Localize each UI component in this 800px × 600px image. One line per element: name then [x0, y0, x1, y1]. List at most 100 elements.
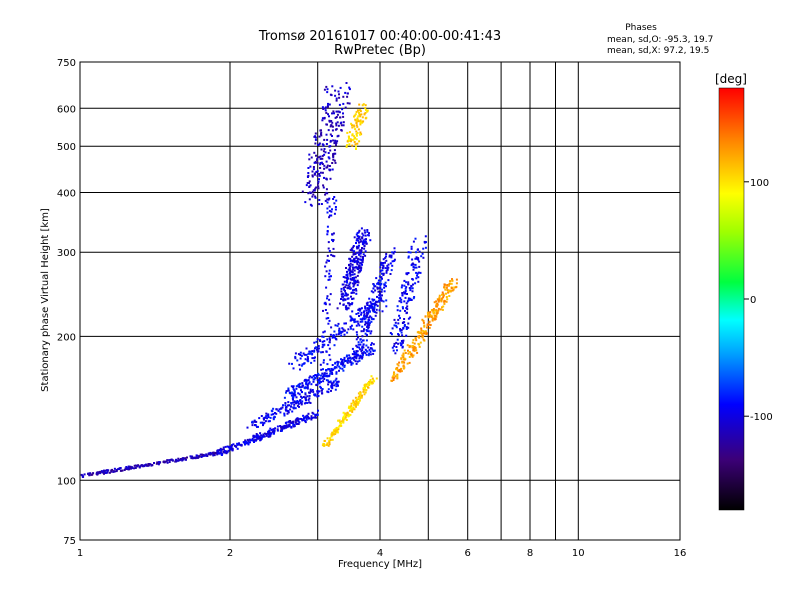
data-point — [365, 339, 368, 342]
data-point — [370, 375, 373, 378]
data-point — [400, 357, 403, 360]
data-point — [285, 421, 288, 424]
data-point — [337, 124, 340, 127]
data-point — [332, 239, 335, 241]
data-point — [297, 353, 300, 356]
data-point — [312, 166, 315, 168]
data-point — [331, 431, 334, 434]
data-point — [299, 386, 302, 389]
data-point — [371, 377, 374, 380]
data-point — [332, 110, 335, 113]
data-point — [330, 94, 333, 97]
data-point — [437, 299, 440, 302]
data-point — [326, 259, 329, 262]
data-point — [442, 305, 445, 308]
data-point — [343, 364, 346, 367]
data-point — [329, 168, 332, 171]
data-point — [327, 317, 330, 319]
data-point — [342, 361, 345, 364]
data-point — [376, 304, 379, 307]
data-point — [353, 288, 356, 291]
data-point — [284, 402, 287, 404]
data-point — [426, 326, 428, 329]
chart-subtitle: RwPretec (Bp) — [334, 43, 426, 58]
data-point — [341, 358, 344, 361]
data-point — [330, 275, 332, 278]
data-point — [338, 330, 341, 333]
data-point — [320, 161, 323, 164]
data-point — [389, 262, 392, 265]
data-point — [360, 259, 363, 262]
data-point — [304, 358, 307, 361]
data-point — [255, 439, 258, 441]
data-point — [247, 442, 250, 445]
data-point — [246, 426, 249, 429]
data-point — [296, 359, 299, 362]
data-point — [267, 430, 270, 433]
data-point — [358, 103, 361, 106]
data-point — [361, 325, 364, 328]
data-point — [364, 231, 367, 234]
data-point — [112, 470, 115, 473]
data-point — [321, 171, 324, 174]
data-point — [297, 401, 300, 404]
data-point — [372, 287, 375, 290]
data-point — [295, 396, 298, 399]
data-point — [347, 302, 350, 305]
data-point — [333, 212, 336, 215]
data-point — [346, 140, 349, 143]
data-point — [326, 390, 329, 393]
data-point — [338, 93, 340, 96]
data-point — [451, 278, 453, 281]
data-point — [358, 357, 361, 360]
data-point — [355, 400, 358, 403]
data-point — [333, 196, 336, 198]
data-point — [285, 406, 288, 408]
data-point — [332, 368, 335, 371]
data-point — [294, 352, 297, 355]
data-point — [394, 321, 397, 324]
data-point — [422, 330, 425, 333]
data-point — [308, 394, 311, 397]
data-point — [261, 421, 264, 424]
data-point — [432, 310, 435, 313]
data-point — [426, 323, 429, 326]
data-point — [350, 303, 353, 306]
data-point — [216, 451, 219, 454]
data-point — [231, 447, 234, 450]
data-point — [379, 284, 382, 287]
data-point — [391, 264, 394, 267]
data-point — [371, 303, 374, 305]
data-point — [441, 306, 443, 309]
data-point — [97, 471, 100, 474]
data-point — [328, 347, 331, 350]
data-point — [421, 336, 424, 339]
data-point — [306, 384, 309, 387]
data-point — [336, 140, 339, 143]
colorbar-tick-label: 0 — [750, 295, 756, 306]
data-point — [411, 346, 414, 349]
data-point — [267, 416, 270, 418]
data-point — [333, 255, 336, 258]
data-point — [157, 463, 160, 466]
data-point — [401, 334, 404, 337]
data-point — [267, 435, 270, 438]
data-point — [308, 153, 311, 156]
data-point — [323, 372, 326, 375]
data-point — [350, 247, 353, 250]
data-point — [422, 256, 425, 259]
data-point — [356, 360, 359, 363]
data-point — [399, 328, 402, 330]
data-point — [264, 420, 267, 423]
data-point — [364, 104, 367, 107]
data-point — [405, 334, 408, 337]
data-point — [360, 330, 363, 333]
data-point — [375, 311, 378, 314]
data-point — [399, 317, 401, 320]
data-point — [376, 286, 379, 289]
data-point — [223, 451, 226, 454]
data-point — [400, 286, 403, 289]
data-point — [346, 92, 349, 95]
data-point — [295, 402, 298, 405]
data-point — [407, 352, 410, 355]
